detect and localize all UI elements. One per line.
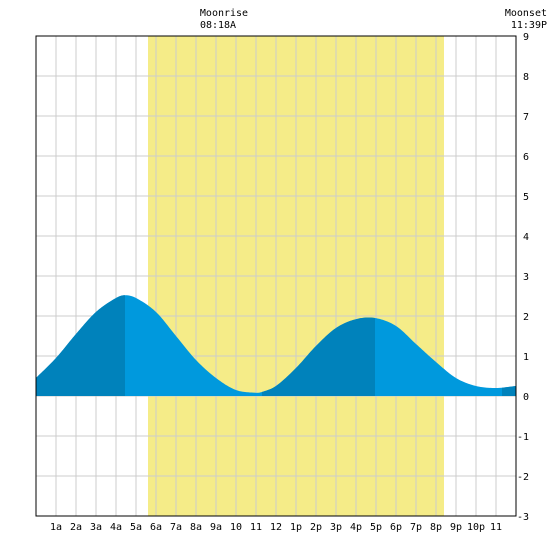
- x-tick-label: 10: [230, 522, 242, 533]
- tide-series-area: [36, 295, 516, 396]
- y-tick-label: 5: [523, 192, 529, 203]
- tide-dark-segment: [262, 317, 375, 396]
- y-tick-label: 3: [523, 272, 529, 283]
- x-tick-label: 4a: [110, 522, 122, 533]
- x-tick-label: 6p: [390, 522, 402, 533]
- x-tick-label: 7a: [170, 522, 182, 533]
- x-tick-label: 9a: [210, 522, 222, 533]
- y-tick-label: 9: [523, 32, 529, 43]
- y-tick-label: 7: [523, 112, 529, 123]
- x-tick-label: 3a: [90, 522, 102, 533]
- x-tick-label: 5p: [370, 522, 382, 533]
- x-tick-label: 1p: [290, 522, 302, 533]
- x-tick-label: 5a: [130, 522, 142, 533]
- x-tick-label: 4p: [350, 522, 362, 533]
- x-tick-label: 11: [250, 522, 262, 533]
- x-tick-label: 6a: [150, 522, 162, 533]
- y-axis-ticks: -3 -2 -1 0 1 2 3 4 5 6 7 8 9: [517, 32, 529, 523]
- x-tick-label: 8a: [190, 522, 202, 533]
- x-axis-ticks: 1a 2a 3a 4a 5a 6a 7a 8a 9a 10 11 12 1p 2p 3p 4p 5p 6p 7p 8p…: [50, 522, 502, 533]
- moonset-label: Moonset: [505, 8, 547, 19]
- tide-area: [36, 295, 516, 396]
- tide-dark-segment: [502, 386, 516, 396]
- moonset-time: 11:39P: [511, 20, 547, 31]
- x-tick-label: 2a: [70, 522, 82, 533]
- tide-dark-segment: [36, 295, 125, 396]
- moonrise-time: 08:18A: [200, 20, 236, 31]
- x-tick-label: 7p: [410, 522, 422, 533]
- y-tick-label: -1: [517, 432, 529, 443]
- x-tick-label: 11: [490, 522, 502, 533]
- y-tick-label: -2: [517, 472, 529, 483]
- y-tick-label: 8: [523, 72, 529, 83]
- x-tick-label: 8p: [430, 522, 442, 533]
- moonrise-label: Moonrise: [200, 8, 248, 19]
- y-tick-label: 2: [523, 312, 529, 323]
- y-tick-label: 6: [523, 152, 529, 163]
- x-tick-label: 1a: [50, 522, 62, 533]
- x-tick-label: 3p: [330, 522, 342, 533]
- x-tick-label: 9p: [450, 522, 462, 533]
- x-tick-label: 10p: [467, 522, 485, 533]
- y-tick-label: -3: [517, 512, 529, 523]
- x-tick-label: 2p: [310, 522, 322, 533]
- grid: [36, 35, 516, 517]
- plot-frame: [35, 35, 517, 517]
- y-tick-label: 4: [523, 232, 529, 243]
- x-tick-label: 12: [270, 522, 282, 533]
- y-tick-label: 0: [523, 392, 529, 403]
- y-tick-label: 1: [523, 352, 529, 363]
